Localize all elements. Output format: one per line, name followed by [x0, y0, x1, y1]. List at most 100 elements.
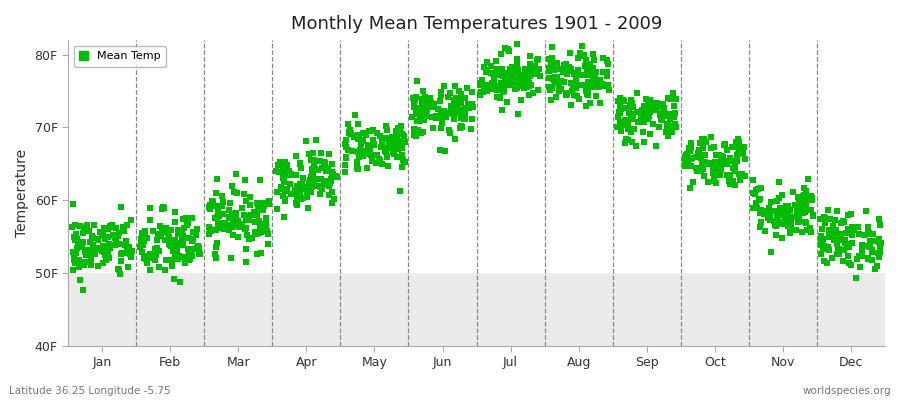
Point	[783, 207, 797, 213]
Point	[411, 111, 426, 117]
Point	[303, 157, 318, 163]
Point	[725, 165, 740, 171]
Point	[754, 184, 769, 191]
Point	[322, 150, 337, 157]
Point	[158, 236, 173, 243]
Point	[77, 249, 92, 255]
Point	[869, 263, 884, 269]
Point	[176, 242, 190, 248]
Point	[445, 106, 459, 112]
Point	[269, 168, 284, 175]
Point	[530, 70, 544, 77]
Point	[418, 112, 433, 119]
Point	[542, 56, 556, 62]
Point	[161, 240, 176, 247]
Point	[184, 238, 199, 244]
Point	[346, 134, 361, 140]
Point	[697, 172, 711, 179]
Point	[453, 96, 467, 102]
Point	[827, 237, 842, 244]
Point	[364, 152, 378, 158]
Point	[319, 168, 333, 174]
Point	[284, 170, 299, 177]
Point	[714, 157, 728, 163]
Point	[137, 238, 151, 244]
Point	[82, 228, 96, 234]
Point	[689, 168, 704, 174]
Point	[377, 135, 392, 141]
Point	[351, 149, 365, 156]
Point	[832, 246, 846, 252]
Point	[239, 232, 254, 238]
Point	[715, 153, 729, 160]
Point	[418, 94, 433, 100]
Point	[767, 208, 781, 214]
Point	[166, 248, 180, 254]
Point	[99, 256, 113, 263]
Point	[84, 258, 98, 265]
Point	[515, 73, 529, 79]
Point	[173, 279, 187, 286]
Point	[723, 171, 737, 178]
Point	[653, 112, 668, 118]
Point	[241, 213, 256, 220]
Point	[251, 206, 266, 212]
Point	[252, 230, 266, 236]
Point	[796, 201, 810, 207]
Point	[585, 84, 599, 90]
Point	[176, 237, 190, 243]
Point	[101, 234, 115, 240]
Point	[587, 57, 601, 63]
Point	[712, 151, 726, 158]
Point	[496, 89, 510, 95]
Point	[736, 144, 751, 151]
Point	[738, 156, 752, 162]
Point	[208, 203, 222, 209]
Point	[391, 132, 405, 139]
Point	[746, 177, 760, 184]
Point	[190, 226, 204, 232]
Point	[366, 141, 381, 148]
Point	[729, 157, 743, 164]
Point	[351, 132, 365, 138]
Point	[733, 177, 747, 183]
Point	[302, 151, 316, 157]
Point	[655, 117, 670, 123]
Point	[410, 105, 425, 111]
Point	[522, 80, 536, 86]
Point	[241, 217, 256, 224]
Point	[88, 250, 103, 257]
Point	[69, 249, 84, 256]
Point	[822, 232, 836, 238]
Point	[390, 153, 404, 160]
Point	[411, 126, 426, 133]
Point	[242, 202, 256, 208]
Point	[211, 220, 225, 226]
Point	[464, 101, 479, 108]
Point	[326, 171, 340, 177]
Point	[294, 180, 309, 187]
Point	[788, 202, 802, 208]
Point	[772, 207, 787, 214]
Point	[256, 227, 271, 233]
Point	[277, 172, 292, 179]
Point	[849, 275, 863, 281]
Point	[752, 197, 766, 203]
Point	[552, 88, 566, 94]
Point	[102, 255, 116, 261]
Point	[134, 240, 148, 247]
Point	[306, 150, 320, 156]
Point	[656, 100, 670, 107]
Point	[490, 86, 504, 93]
Point	[802, 192, 816, 199]
Point	[87, 248, 102, 254]
Point	[221, 214, 236, 220]
Point	[484, 70, 499, 76]
Point	[695, 160, 709, 166]
Point	[795, 229, 809, 235]
Point	[720, 160, 734, 167]
Point	[379, 144, 393, 151]
Point	[307, 157, 321, 163]
Point	[851, 253, 866, 259]
Point	[735, 171, 750, 178]
